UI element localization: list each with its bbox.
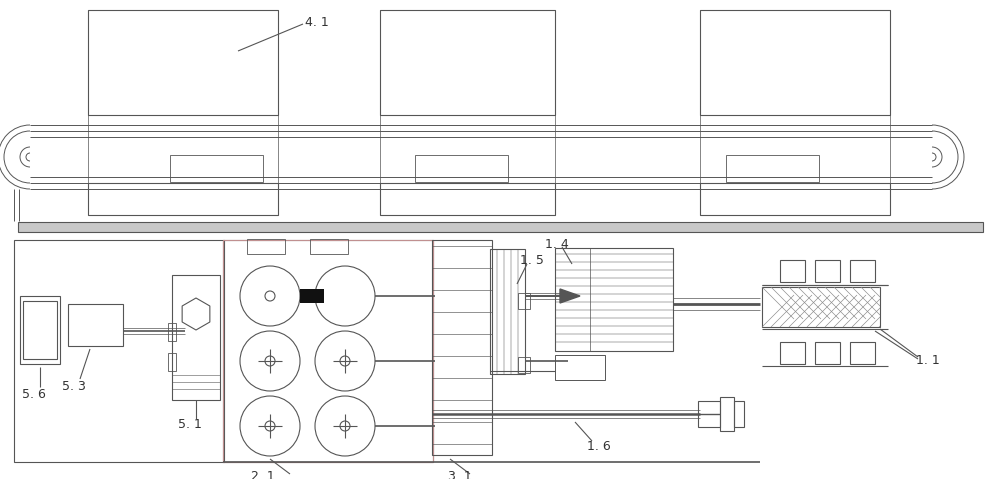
Bar xyxy=(380,10,555,115)
Bar xyxy=(815,260,840,282)
Bar xyxy=(380,183,555,215)
Text: 5. 3: 5. 3 xyxy=(62,380,86,394)
Bar xyxy=(170,155,263,182)
Bar xyxy=(432,240,492,455)
Text: 2. 1: 2. 1 xyxy=(251,470,275,479)
Text: 1. 5: 1. 5 xyxy=(520,254,544,267)
Bar xyxy=(88,183,278,215)
Bar xyxy=(23,301,57,359)
Bar xyxy=(780,342,805,364)
Text: 3. 1: 3. 1 xyxy=(448,470,472,479)
Bar xyxy=(555,248,673,351)
Text: 5. 1: 5. 1 xyxy=(178,418,202,431)
Polygon shape xyxy=(560,289,580,303)
Bar xyxy=(762,287,880,327)
Text: 1. 6: 1. 6 xyxy=(587,440,611,453)
Bar xyxy=(734,401,744,427)
Bar xyxy=(68,304,123,346)
Text: 1. 1: 1. 1 xyxy=(916,354,940,367)
Bar xyxy=(415,155,508,182)
Bar xyxy=(172,275,220,400)
Bar xyxy=(518,357,530,373)
Bar xyxy=(850,260,875,282)
Bar xyxy=(555,355,605,380)
Bar xyxy=(518,293,530,309)
Bar xyxy=(168,323,176,341)
Bar xyxy=(490,249,525,374)
Bar xyxy=(700,183,890,215)
Bar xyxy=(720,397,734,431)
Bar xyxy=(88,10,278,115)
Bar xyxy=(698,401,720,427)
Bar xyxy=(300,289,324,303)
Bar xyxy=(310,239,348,254)
Bar xyxy=(815,342,840,364)
Bar xyxy=(18,222,983,232)
Bar xyxy=(20,296,60,364)
Bar xyxy=(168,353,176,371)
Bar xyxy=(247,239,285,254)
Bar xyxy=(223,240,433,462)
Text: 4. 1: 4. 1 xyxy=(305,15,329,28)
Bar xyxy=(780,260,805,282)
Bar xyxy=(726,155,819,182)
Bar xyxy=(850,342,875,364)
Bar xyxy=(14,240,224,462)
Text: 5. 6: 5. 6 xyxy=(22,388,46,401)
Bar xyxy=(700,10,890,115)
Text: 1. 4: 1. 4 xyxy=(545,238,569,251)
Bar xyxy=(223,240,433,462)
